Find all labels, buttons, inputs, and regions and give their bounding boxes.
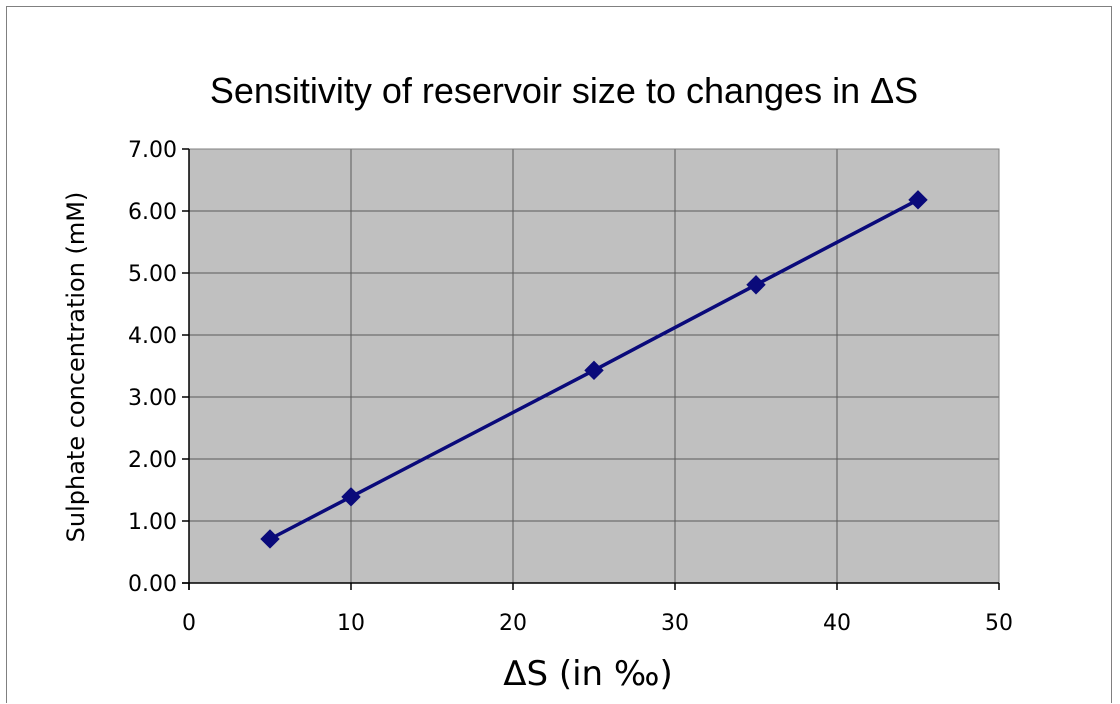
data-point [341, 487, 361, 507]
data-point [908, 190, 928, 210]
y-tick-label: 0.00 [128, 572, 177, 597]
data-point [260, 529, 280, 549]
y-tick-label: 5.00 [128, 262, 177, 287]
x-tick-label: 10 [337, 611, 365, 636]
y-tick-label: 3.00 [128, 386, 177, 411]
data-point [746, 275, 766, 295]
line-chart: Sensitivity of reservoir size to changes… [62, 70, 1013, 694]
y-axis: 0.00 1.00 2.00 3.00 4.00 5.00 6.00 7.00 [128, 138, 190, 597]
data-point [584, 360, 604, 381]
y-tick-label: 7.00 [128, 138, 177, 163]
plot-edges [189, 148, 1000, 583]
x-tick-label: 50 [985, 611, 1013, 636]
y-axis-title: Sulphate concentration (mM) [62, 192, 90, 543]
data-series [260, 190, 928, 549]
chart-frame: Sensitivity of reservoir size to changes… [6, 6, 1112, 703]
x-axis-title: ΔS (in ‰) [503, 654, 673, 694]
chart-title: Sensitivity of reservoir size to changes… [210, 70, 918, 111]
x-tick-label: 20 [499, 611, 527, 636]
y-tick-label: 1.00 [128, 510, 177, 535]
y-tick-label: 2.00 [128, 448, 177, 473]
y-tick-label: 6.00 [128, 200, 177, 225]
x-axis: 0 10 20 30 40 50 [182, 582, 1013, 636]
x-tick-label: 40 [823, 611, 851, 636]
x-tick-label: 30 [661, 611, 689, 636]
x-tick-label: 0 [182, 611, 196, 636]
y-tick-label: 4.00 [128, 324, 177, 349]
